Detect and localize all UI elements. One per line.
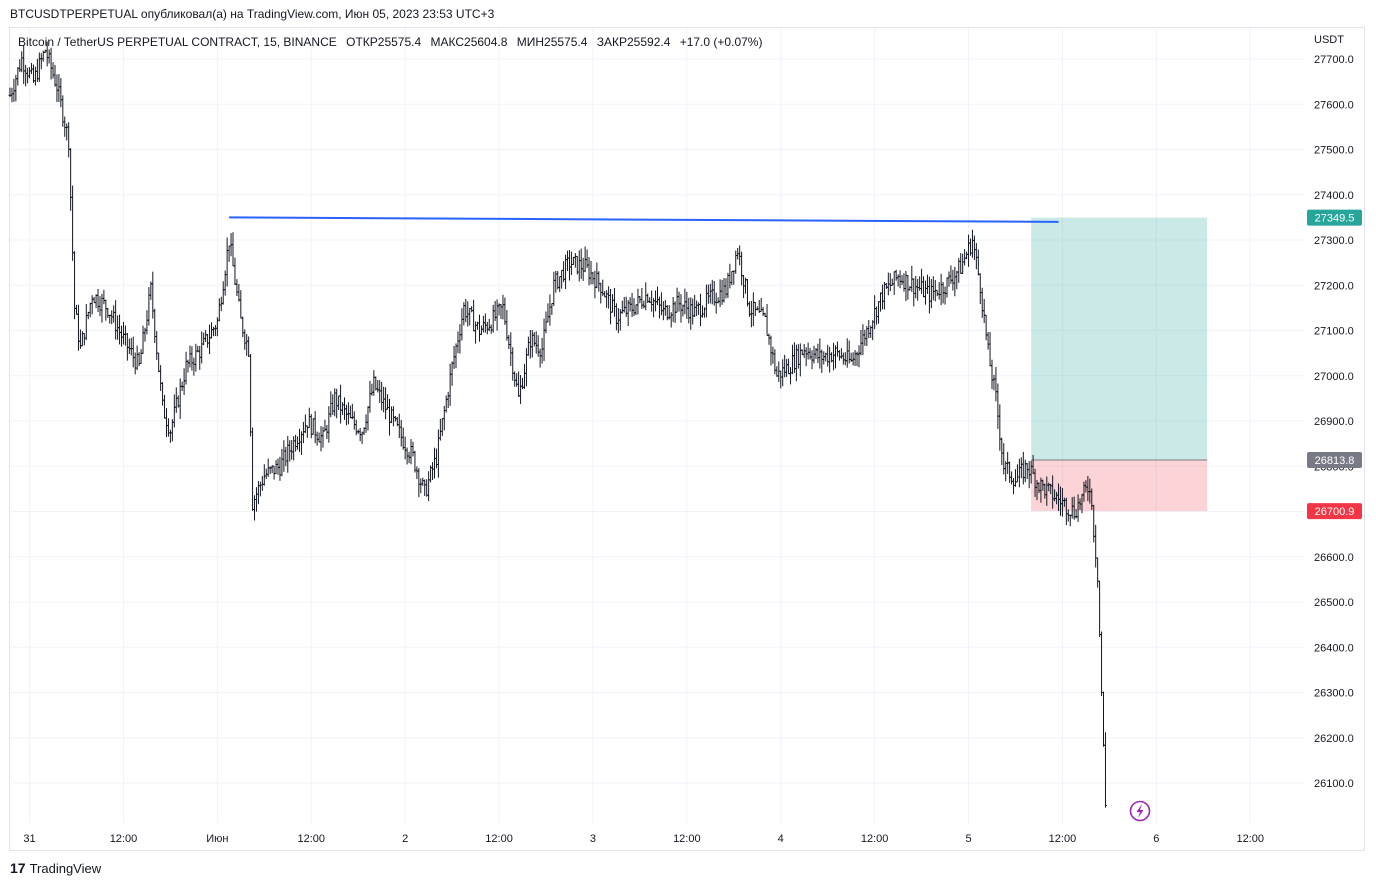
- chart-frame: [9, 27, 1365, 851]
- x-tick-label: 3: [590, 833, 596, 845]
- x-tick-label: 12:00: [297, 833, 325, 845]
- change-value: +17.0 (+0.07%): [679, 35, 763, 49]
- y-tick-label: 27000.0: [1314, 371, 1354, 383]
- x-tick-label: 2: [402, 833, 408, 845]
- price-tags: 27349.5 26813.8 26700.9: [1307, 209, 1362, 520]
- profit-zone: [1031, 217, 1208, 461]
- lightning-icon[interactable]: [1129, 800, 1151, 822]
- y-tick-label: 26500.0: [1314, 597, 1354, 609]
- entry-price-tag: [1307, 452, 1362, 469]
- x-tick-label: 31: [23, 833, 35, 845]
- footer-brand[interactable]: 17 TradingView: [10, 860, 101, 876]
- x-tick-label: 12:00: [673, 833, 701, 845]
- x-tick-label: 5: [965, 833, 971, 845]
- x-tick-label: 12:00: [485, 833, 513, 845]
- publish-header: BTCUSDTPERPETUAL опубликовал(а) на Tradi…: [10, 7, 495, 21]
- y-tick-label: 26300.0: [1314, 688, 1354, 700]
- target-price-tag: [1307, 209, 1362, 226]
- grid-lines: [10, 28, 1305, 823]
- open-value: ОТКР25575.4: [346, 35, 422, 49]
- trendline-layer: [229, 216, 1059, 223]
- x-tick-label: 12:00: [1236, 833, 1264, 845]
- y-tick-label: 27100.0: [1314, 326, 1354, 338]
- brand-name: TradingView: [29, 860, 102, 876]
- x-tick-label: Июн: [206, 833, 228, 845]
- y-tick-label: 27500.0: [1314, 145, 1354, 157]
- y-tick-label: 26100.0: [1314, 778, 1354, 790]
- loss-zone: [1031, 460, 1208, 512]
- low-value: МИН25575.4: [516, 35, 588, 49]
- y-tick-label: 27400.0: [1314, 190, 1354, 202]
- y-tick-label: 27300.0: [1314, 235, 1354, 247]
- symbol-name[interactable]: Bitcoin / TetherUS PERPETUAL CONTRACT, 1…: [18, 35, 337, 49]
- stop-price-tag-text: 26700.9: [1315, 506, 1355, 518]
- tradingview-logo-icon: 17: [10, 860, 26, 876]
- y-tick-label: 27200.0: [1314, 280, 1354, 292]
- y-tick-label: 26600.0: [1314, 552, 1354, 564]
- close-value: ЗАКР25592.4: [596, 35, 671, 49]
- x-tick-label: 6: [1153, 833, 1159, 845]
- target-price-tag-text: 27349.5: [1315, 213, 1355, 225]
- y-tick-label: 26900.0: [1314, 416, 1354, 428]
- x-tick-label: 12:00: [1049, 833, 1077, 845]
- currency-label[interactable]: USDT: [1314, 34, 1344, 46]
- y-tick-label: 27600.0: [1314, 99, 1354, 111]
- ohlc-bars: [8, 41, 1107, 808]
- y-tick-label: 27700.0: [1314, 54, 1354, 66]
- stop-price-tag: [1307, 503, 1362, 520]
- symbol-legend: Bitcoin / TetherUS PERPETUAL CONTRACT, 1…: [18, 35, 768, 49]
- axis-labels: 27700.0 27600.0 27500.0 27400.0 27300.0 27200…: [23, 54, 1353, 845]
- x-tick-label: 12:00: [110, 833, 138, 845]
- resistance-trendline: [229, 216, 1059, 223]
- position-zones: [1031, 217, 1208, 512]
- y-tick-label: 26200.0: [1314, 733, 1354, 745]
- entry-price-tag-text: 26813.8: [1315, 455, 1355, 467]
- y-tick-label: 26400.0: [1314, 642, 1354, 654]
- x-tick-label: 4: [778, 833, 784, 845]
- high-value: МАКС25604.8: [430, 35, 508, 49]
- x-tick-label: 12:00: [861, 833, 889, 845]
